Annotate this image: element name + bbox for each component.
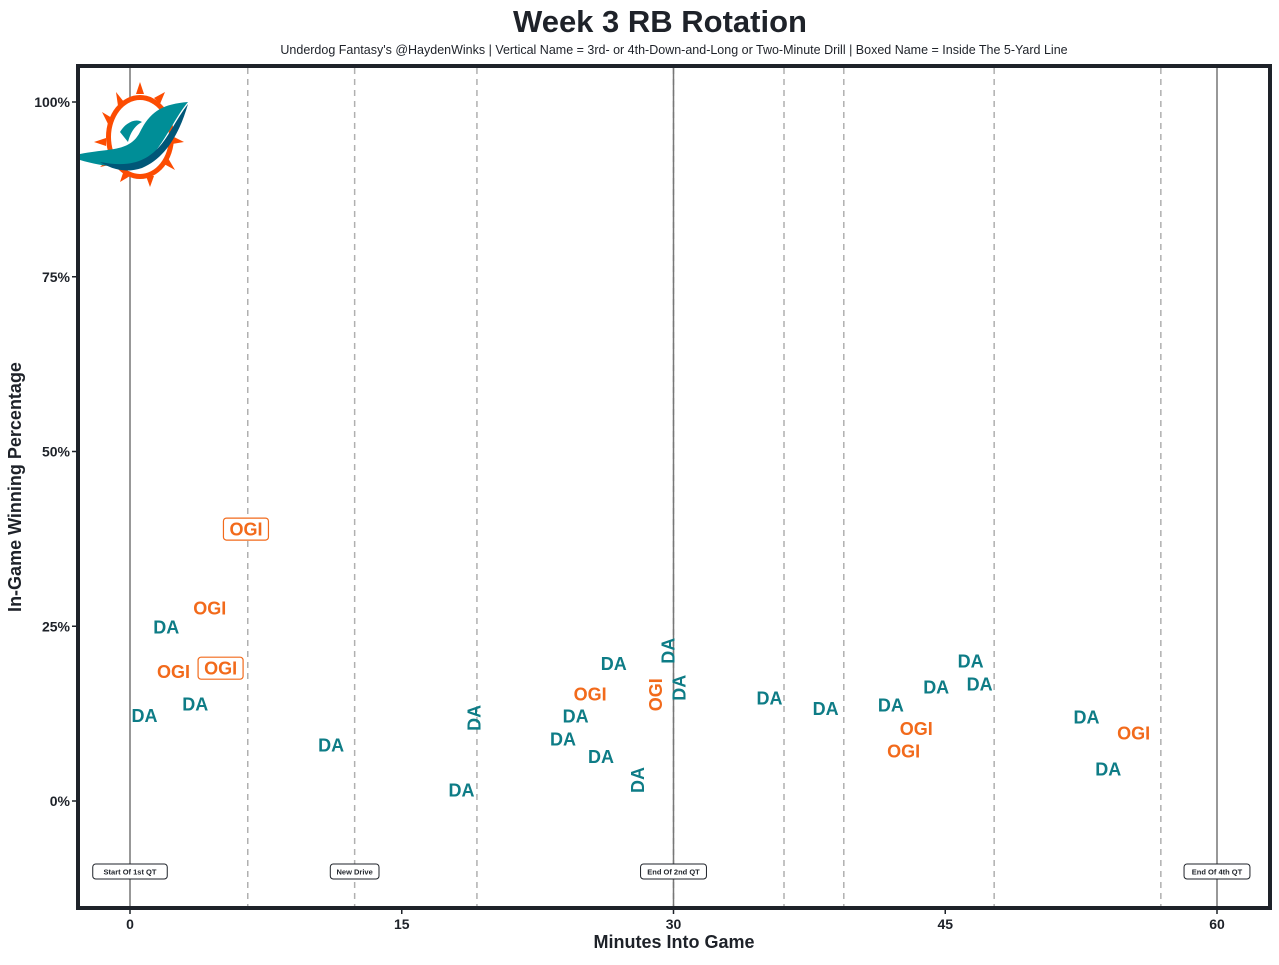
y-tick-label: 100% xyxy=(34,94,70,110)
point-group: DA xyxy=(318,736,344,756)
point-group: DA xyxy=(958,652,984,672)
point-label-da: DA xyxy=(659,638,679,664)
y-axis-label: In-Game Winning Percentage xyxy=(5,362,25,612)
point-label-da: DA xyxy=(670,675,690,701)
point-label-da: DA xyxy=(628,767,648,793)
point-group: DA xyxy=(601,654,627,674)
point-label-da: DA xyxy=(182,694,208,714)
point-label-ogi: OGI xyxy=(574,685,607,705)
y-tick-label: 75% xyxy=(42,269,71,285)
point-group: DA xyxy=(878,696,904,716)
point-group: DA xyxy=(923,678,949,698)
point-label-da: DA xyxy=(588,747,614,767)
point-group: DA xyxy=(153,617,179,637)
point-group: DA xyxy=(659,638,679,664)
point-label-da: DA xyxy=(550,729,576,749)
point-label-da: DA xyxy=(563,706,589,726)
point-group: OGI xyxy=(646,678,666,711)
point-label-ogi: OGI xyxy=(900,719,933,739)
point-label-ogi: OGI xyxy=(1117,724,1150,744)
plot-area: 0 15 30 45 60 0% 25% 50% 75% 100% Start Of 1st QT N… xyxy=(34,68,1251,932)
point-label-ogi: OGI xyxy=(193,599,226,619)
point-group: DA xyxy=(449,780,475,800)
point-group: OGI xyxy=(887,741,920,761)
annotation-label: End Of 2nd QT xyxy=(647,868,700,877)
x-axis-label: Minutes Into Game xyxy=(593,932,754,952)
y-tick-label: 0% xyxy=(50,793,71,809)
point-group: OGI xyxy=(222,517,270,541)
point-label-ogi: OGI xyxy=(229,520,262,540)
point-label-da: DA xyxy=(465,705,485,731)
annotation-label: New Drive xyxy=(337,868,373,877)
point-group: DA xyxy=(1074,708,1100,728)
plot-frame xyxy=(76,64,1272,910)
point-label-da: DA xyxy=(958,652,984,672)
point-group: OGI xyxy=(900,719,933,739)
point-label-da: DA xyxy=(153,617,179,637)
x-tick-label: 30 xyxy=(666,916,682,932)
point-group: DA xyxy=(550,729,576,749)
point-label-da: DA xyxy=(878,696,904,716)
point-label-da: DA xyxy=(449,780,475,800)
point-group: OGI xyxy=(197,656,244,680)
x-tick-label: 60 xyxy=(1209,916,1225,932)
annotation-box xyxy=(92,863,168,880)
chart-subtitle: Underdog Fantasy's @HaydenWinks | Vertic… xyxy=(280,43,1067,57)
point-label-da: DA xyxy=(967,674,993,694)
point-label-da: DA xyxy=(757,689,783,709)
point-label-ogi: OGI xyxy=(646,678,666,711)
boxed-label-frame xyxy=(222,517,270,541)
point-label-da: DA xyxy=(131,706,157,726)
point-group: DA xyxy=(131,706,157,726)
point-group: DA xyxy=(182,694,208,714)
annotation-label: Start Of 1st QT xyxy=(104,868,157,877)
y-tick-label: 50% xyxy=(42,444,71,460)
point-group: DA xyxy=(465,705,485,731)
point-label-da: DA xyxy=(601,654,627,674)
point-label-da: DA xyxy=(318,736,344,756)
point-label-da: DA xyxy=(813,699,839,719)
dolphins-logo xyxy=(80,82,188,187)
annotation-label: End Of 4th QT xyxy=(1192,868,1243,877)
annotation-box xyxy=(1183,863,1251,880)
point-label-ogi: OGI xyxy=(204,659,237,679)
point-group: OGI xyxy=(157,662,190,682)
point-group: DA xyxy=(967,674,993,694)
x-tick-label: 0 xyxy=(126,916,134,932)
point-group: DA xyxy=(563,706,589,726)
point-group: DA xyxy=(1095,759,1121,779)
point-group: DA xyxy=(628,767,648,793)
point-group: OGI xyxy=(574,685,607,705)
point-label-da: DA xyxy=(1095,759,1121,779)
point-label-ogi: OGI xyxy=(157,662,190,682)
point-group: DA xyxy=(757,689,783,709)
point-group: DA xyxy=(588,747,614,767)
annotation-box xyxy=(329,863,380,880)
point-label-da: DA xyxy=(923,678,949,698)
point-label-da: DA xyxy=(1074,708,1100,728)
x-tick-label: 15 xyxy=(394,916,410,932)
x-tick-label: 45 xyxy=(937,916,953,932)
y-tick-label: 25% xyxy=(42,618,71,634)
chart-title: Week 3 RB Rotation xyxy=(513,4,807,39)
point-group: DA xyxy=(813,699,839,719)
annotation-box xyxy=(640,863,707,880)
point-group: OGI xyxy=(1117,724,1150,744)
point-group: OGI xyxy=(193,599,226,619)
boxed-label-frame xyxy=(197,656,244,680)
point-label-ogi: OGI xyxy=(887,741,920,761)
point-group: DA xyxy=(670,675,690,701)
